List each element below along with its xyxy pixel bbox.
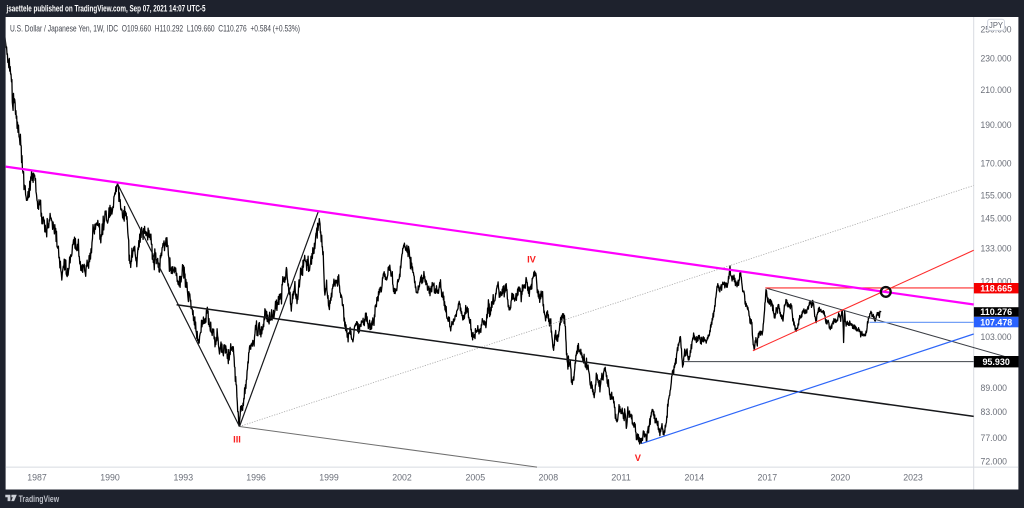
svg-text:2005: 2005 bbox=[466, 473, 486, 483]
svg-text:2017: 2017 bbox=[758, 473, 778, 483]
svg-text:121.000: 121.000 bbox=[981, 276, 1012, 286]
svg-text:1999: 1999 bbox=[319, 473, 339, 483]
svg-text:1987: 1987 bbox=[27, 473, 47, 483]
svg-text:IV: IV bbox=[527, 254, 537, 264]
svg-text:145.000: 145.000 bbox=[981, 214, 1012, 224]
svg-text:72.000: 72.000 bbox=[981, 456, 1008, 466]
svg-text:103.000: 103.000 bbox=[981, 332, 1012, 342]
svg-text:89.000: 89.000 bbox=[981, 383, 1008, 393]
svg-text:JPY: JPY bbox=[989, 20, 1003, 30]
svg-text:77.000: 77.000 bbox=[981, 433, 1008, 443]
svg-text:210.000: 210.000 bbox=[981, 85, 1012, 95]
svg-text:230.000: 230.000 bbox=[981, 54, 1012, 64]
svg-text:2011: 2011 bbox=[611, 473, 631, 483]
svg-text:1996: 1996 bbox=[246, 473, 266, 483]
svg-text:V: V bbox=[635, 453, 642, 463]
svg-text:110.276: 110.276 bbox=[980, 307, 1012, 317]
svg-text:118.665: 118.665 bbox=[980, 283, 1012, 293]
svg-text:83.000: 83.000 bbox=[981, 407, 1008, 417]
svg-text:U.S. Dollar / Japanese Yen, 1W: U.S. Dollar / Japanese Yen, 1W, IDC O109… bbox=[10, 23, 300, 33]
svg-text:TradingView: TradingView bbox=[19, 494, 60, 504]
svg-text:190.000: 190.000 bbox=[981, 120, 1012, 130]
svg-text:1990: 1990 bbox=[100, 473, 120, 483]
svg-text:133.000: 133.000 bbox=[981, 244, 1012, 254]
svg-text:155.000: 155.000 bbox=[981, 191, 1012, 201]
svg-text:2023: 2023 bbox=[903, 473, 923, 483]
svg-text:1993: 1993 bbox=[174, 473, 194, 483]
svg-text:2020: 2020 bbox=[831, 473, 851, 483]
svg-text:III: III bbox=[233, 434, 241, 444]
svg-text:95.930: 95.930 bbox=[982, 357, 1010, 367]
svg-text:2014: 2014 bbox=[685, 473, 705, 483]
svg-text:2002: 2002 bbox=[392, 473, 412, 483]
svg-text:170.000: 170.000 bbox=[981, 159, 1012, 169]
svg-text:107.478: 107.478 bbox=[980, 317, 1012, 327]
svg-text:2008: 2008 bbox=[539, 473, 559, 483]
svg-text:jsaettele published on Trading: jsaettele published on TradingView.com, … bbox=[6, 3, 206, 13]
